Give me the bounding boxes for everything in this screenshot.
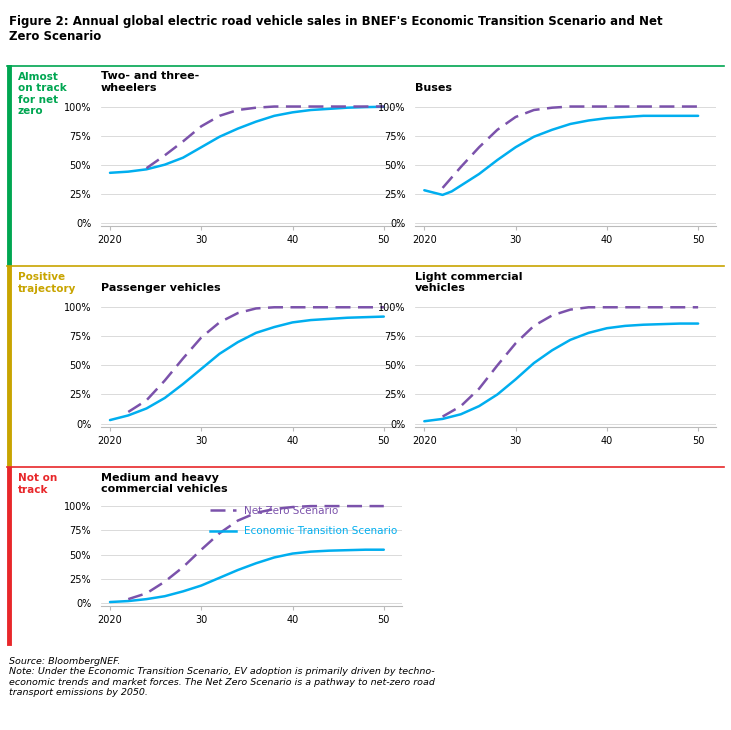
Text: Two- and three-
wheelers: Two- and three- wheelers: [101, 71, 199, 93]
Text: Not on
track: Not on track: [18, 473, 57, 495]
Text: Almost
on track
for net
zero: Almost on track for net zero: [18, 72, 67, 116]
Text: Passenger vehicles: Passenger vehicles: [101, 283, 221, 293]
Text: Figure 2: Annual global electric road vehicle sales in BNEF's Economic Transitio: Figure 2: Annual global electric road ve…: [9, 15, 662, 42]
Text: Medium and heavy
commercial vehicles: Medium and heavy commercial vehicles: [101, 472, 227, 494]
Legend: Net Zero Scenario, Economic Transition Scenario: Net Zero Scenario, Economic Transition S…: [205, 502, 401, 540]
Text: Buses: Buses: [415, 82, 452, 93]
Text: Light commercial
vehicles: Light commercial vehicles: [415, 272, 523, 293]
Text: Positive
trajectory: Positive trajectory: [18, 272, 76, 294]
Text: Source: BloombergNEF.
Note: Under the Economic Transition Scenario, EV adoption : Source: BloombergNEF. Note: Under the Ec…: [9, 657, 435, 697]
